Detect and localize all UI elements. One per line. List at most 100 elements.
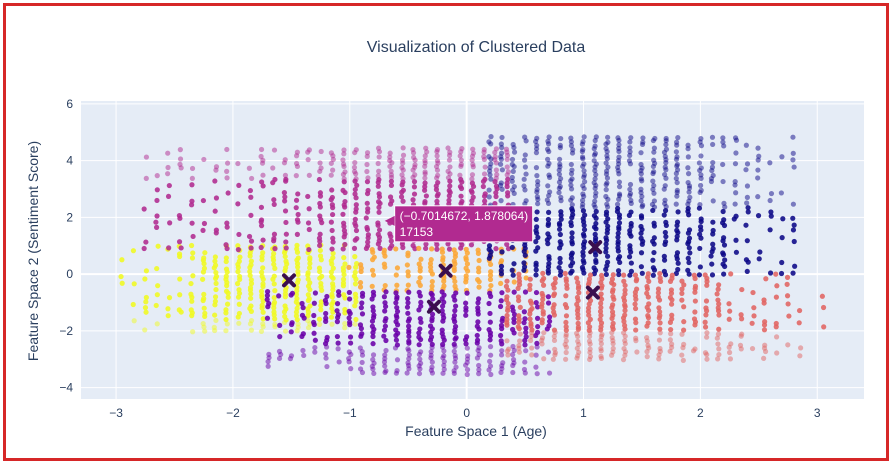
scatter-point[interactable] [224, 175, 230, 181]
scatter-point[interactable] [439, 308, 445, 314]
scatter-point[interactable] [451, 312, 458, 319]
scatter-point[interactable] [511, 289, 517, 295]
scatter-point[interactable] [739, 331, 745, 337]
scatter-point[interactable] [247, 187, 253, 194]
scatter-point[interactable] [674, 161, 680, 168]
scatter-point[interactable] [668, 326, 674, 333]
scatter-point[interactable] [692, 298, 698, 304]
scatter-point[interactable] [457, 153, 463, 159]
scatter-point[interactable] [569, 167, 575, 173]
scatter-point[interactable] [406, 289, 412, 295]
scatter-point[interactable] [556, 264, 562, 271]
scatter-point[interactable] [744, 194, 750, 200]
scatter-point[interactable] [638, 150, 644, 156]
scatter-point[interactable] [661, 257, 668, 263]
scatter-point[interactable] [394, 308, 401, 315]
scatter-point[interactable] [370, 308, 376, 314]
scatter-point[interactable] [488, 176, 494, 182]
scatter-point[interactable] [539, 290, 545, 297]
scatter-point[interactable] [382, 363, 388, 369]
scatter-point[interactable] [405, 300, 411, 306]
scatter-point[interactable] [282, 198, 288, 204]
scatter-point[interactable] [662, 239, 669, 245]
scatter-point[interactable] [225, 190, 231, 196]
scatter-point[interactable] [511, 183, 517, 190]
scatter-point[interactable] [522, 152, 528, 158]
scatter-point[interactable] [498, 258, 505, 264]
scatter-point[interactable] [709, 134, 716, 140]
scatter-point[interactable] [334, 308, 340, 314]
scatter-point[interactable] [650, 178, 656, 184]
scatter-point[interactable] [755, 175, 761, 181]
scatter-point[interactable] [165, 164, 171, 171]
scatter-point[interactable] [323, 315, 329, 321]
scatter-point[interactable] [545, 300, 552, 306]
scatter-point[interactable] [235, 294, 242, 300]
scatter-point[interactable] [435, 191, 441, 197]
scatter-point[interactable] [662, 171, 668, 178]
scatter-point[interactable] [743, 257, 750, 263]
scatter-point[interactable] [464, 345, 470, 351]
scatter-point[interactable] [201, 156, 207, 163]
scatter-point[interactable] [370, 352, 377, 358]
scatter-point[interactable] [486, 243, 493, 249]
scatter-point[interactable] [669, 272, 675, 278]
scatter-point[interactable] [393, 300, 399, 306]
scatter-point[interactable] [791, 164, 797, 170]
scatter-point[interactable] [281, 190, 288, 196]
scatter-point[interactable] [346, 296, 353, 302]
scatter-point[interactable] [582, 212, 588, 218]
scatter-point[interactable] [289, 290, 296, 296]
scatter-point[interactable] [190, 273, 196, 279]
scatter-point[interactable] [733, 213, 739, 219]
scatter-point[interactable] [212, 298, 218, 304]
scatter-point[interactable] [821, 324, 827, 330]
scatter-point[interactable] [334, 319, 340, 325]
scatter-point[interactable] [259, 179, 265, 185]
scatter-point[interactable] [266, 300, 272, 307]
scatter-point[interactable] [388, 178, 394, 184]
scatter-point[interactable] [440, 370, 446, 376]
scatter-point[interactable] [668, 287, 675, 293]
scatter-point[interactable] [616, 179, 622, 185]
scatter-point[interactable] [704, 330, 710, 336]
scatter-point[interactable] [720, 250, 726, 256]
scatter-point[interactable] [529, 345, 535, 351]
scatter-point[interactable] [248, 295, 254, 301]
scatter-point[interactable] [155, 283, 161, 289]
scatter-point[interactable] [316, 321, 323, 327]
scatter-point[interactable] [282, 194, 288, 200]
scatter-point[interactable] [288, 329, 294, 335]
scatter-point[interactable] [264, 315, 271, 321]
scatter-point[interactable] [388, 168, 394, 174]
scatter-point[interactable] [470, 146, 476, 152]
scatter-point[interactable] [563, 313, 570, 319]
scatter-point[interactable] [675, 135, 681, 141]
scatter-point[interactable] [389, 198, 395, 204]
scatter-point[interactable] [586, 338, 593, 344]
scatter-point[interactable] [586, 276, 593, 282]
scatter-point[interactable] [382, 323, 389, 329]
scatter-point[interactable] [504, 316, 510, 323]
scatter-point[interactable] [581, 161, 587, 167]
scatter-point[interactable] [504, 241, 510, 247]
scatter-point[interactable] [587, 316, 593, 322]
scatter-point[interactable] [792, 263, 798, 269]
scatter-point[interactable] [434, 153, 440, 159]
scatter-point[interactable] [652, 135, 658, 142]
scatter-point[interactable] [300, 331, 306, 337]
scatter-point[interactable] [702, 272, 708, 278]
scatter-point[interactable] [720, 139, 726, 145]
scatter-point[interactable] [761, 355, 767, 361]
scatter-point[interactable] [669, 341, 675, 347]
scatter-point[interactable] [177, 292, 183, 298]
scatter-point[interactable] [510, 326, 516, 333]
scatter-point[interactable] [820, 304, 827, 311]
scatter-point[interactable] [282, 303, 288, 309]
scatter-point[interactable] [249, 175, 255, 182]
centroid-marker[interactable] [438, 263, 453, 278]
scatter-point[interactable] [352, 281, 359, 287]
scatter-point[interactable] [685, 205, 691, 212]
scatter-point[interactable] [587, 298, 594, 304]
scatter-point[interactable] [580, 138, 586, 145]
